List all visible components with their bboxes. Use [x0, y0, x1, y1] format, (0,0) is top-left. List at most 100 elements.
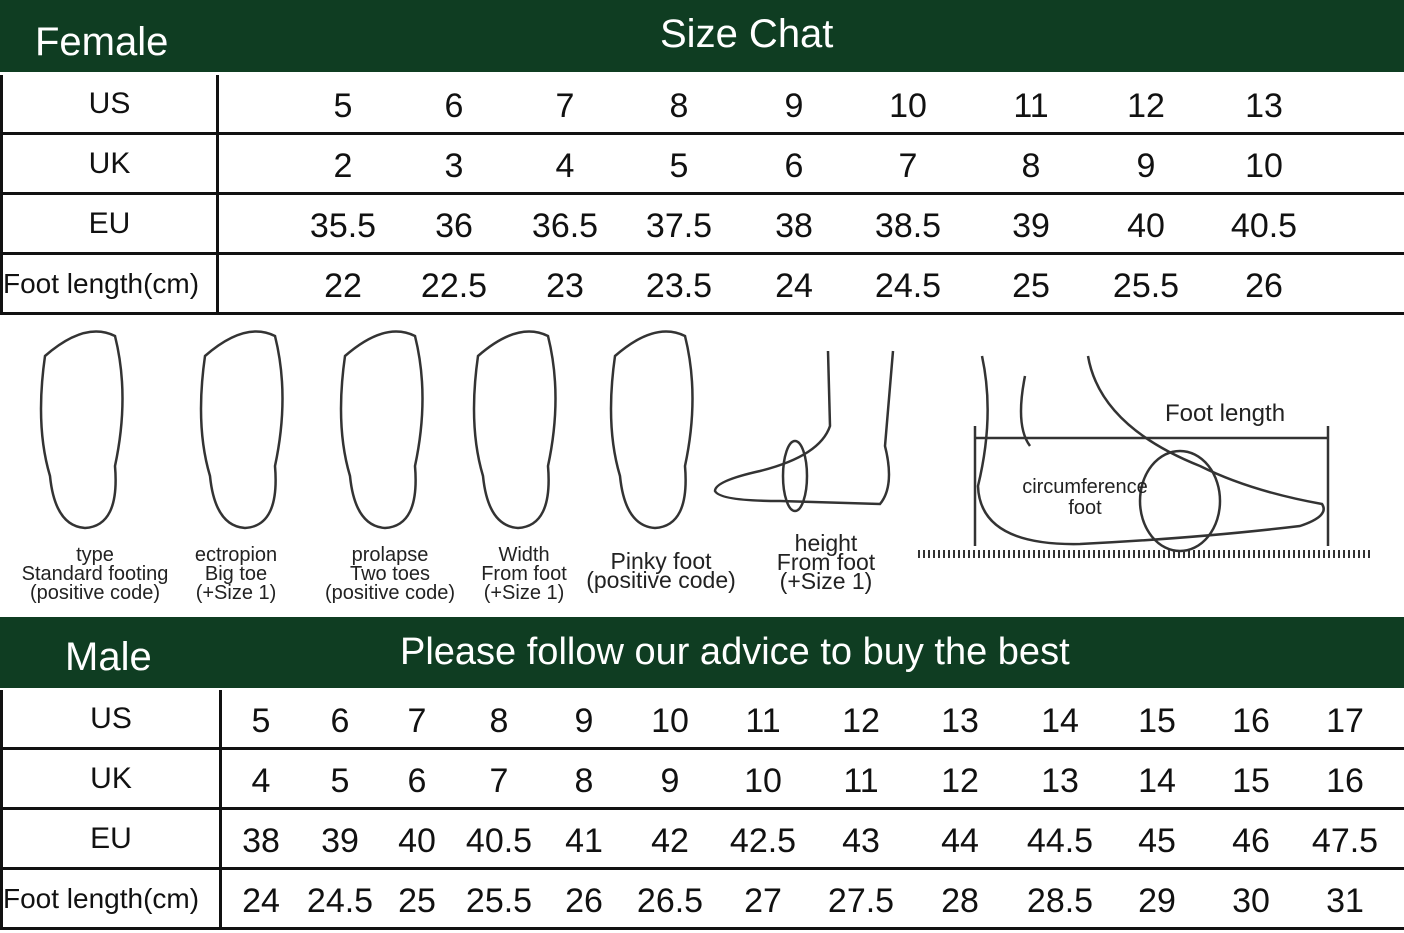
row-label: US [0, 690, 222, 747]
table-cell: 16 [1326, 762, 1364, 800]
table-cell: 25 [1012, 267, 1050, 305]
table-cell: 10 [651, 702, 689, 740]
foot-type-caption: Big toe [205, 563, 267, 585]
circumference-label: circumference [1022, 476, 1148, 498]
table-cell: 7 [555, 87, 575, 125]
table-cell: 40.5 [465, 822, 533, 860]
table-cell: 8 [574, 762, 594, 800]
foot-outline-icon [609, 330, 694, 530]
table-cell: 40 [1127, 207, 1165, 245]
foot-length-label: Foot length [1165, 400, 1285, 427]
foot-outline-icon [39, 330, 124, 530]
table-cell: 8 [669, 87, 689, 125]
foot-type-caption: (positive code) [30, 582, 160, 604]
table-cell: 22 [324, 267, 362, 305]
table-cell: 5 [333, 87, 353, 125]
table-cell: 5 [669, 147, 689, 185]
foot-type-caption: From foot [777, 549, 876, 575]
foot-length-diagram [918, 355, 1370, 558]
table-cell: 38.5 [874, 207, 942, 245]
table-cell: 29 [1138, 882, 1176, 920]
foot-type-caption: height [795, 530, 858, 556]
table-cell: 10 [1245, 147, 1283, 185]
table-cell: 11 [843, 762, 879, 800]
table-cell: 14 [1138, 762, 1176, 800]
table-cell: 40.5 [1230, 207, 1298, 245]
table-cell: 26 [565, 882, 603, 920]
table-cell: 5 [330, 762, 350, 800]
foot-outline-icon [339, 330, 424, 530]
table-cell: 38 [242, 822, 280, 860]
table-cell: 42 [651, 822, 689, 860]
table-cell: 12 [1127, 87, 1165, 125]
table-cell: 14 [1041, 702, 1079, 740]
table-cell: 25.5 [1112, 267, 1180, 305]
table-cell: 16 [1232, 702, 1270, 740]
table-cell: 25.5 [465, 882, 533, 920]
table-cell: 36 [435, 207, 473, 245]
table-cell: 6 [784, 147, 804, 185]
table-cell: 24.5 [306, 882, 374, 920]
table-cell: 13 [1041, 762, 1079, 800]
foot-type-caption: prolapse [352, 544, 429, 566]
table-row: Foot length(cm) 24 24.5 25 25.5 26 26.5 27 27.5 2… [0, 870, 1404, 930]
table-cell: 44.5 [1026, 822, 1094, 860]
foot-type-caption: Two toes [350, 563, 430, 585]
table-row: US 5 6 7 8 9 10 11 12 13 [0, 75, 1404, 135]
table-cell: 8 [1021, 147, 1041, 185]
foot-type-caption: ectropion [195, 544, 277, 566]
table-cell: 6 [444, 87, 464, 125]
table-cell: 38 [775, 207, 813, 245]
female-label: Female [35, 20, 169, 64]
table-cell: 24.5 [874, 267, 942, 305]
table-cell: 26 [1245, 267, 1283, 305]
table-cell: 5 [251, 702, 271, 740]
table-cell: 9 [784, 87, 804, 125]
table-cell: 17 [1326, 702, 1364, 740]
foot-side-height-icon [713, 350, 895, 513]
table-row: EU 38 39 40 40.5 41 42 42.5 43 44 44.5 45 46 47.5 [0, 810, 1404, 870]
row-label: Foot length(cm) [0, 870, 222, 927]
table-cell: 13 [1245, 87, 1283, 125]
table-cell: 40 [398, 822, 436, 860]
table-cell: 7 [407, 702, 427, 740]
table-cell: 28.5 [1026, 882, 1094, 920]
table-cell: 23.5 [645, 267, 713, 305]
table-cell: 39 [1012, 207, 1050, 245]
row-label: UK [0, 135, 219, 192]
foot-type-caption: type [76, 544, 114, 566]
table-cell: 47.5 [1311, 822, 1379, 860]
table-cell: 8 [489, 702, 509, 740]
table-cell: 42.5 [729, 822, 797, 860]
row-label: EU [0, 810, 222, 867]
foot-type-caption: Width [498, 544, 549, 566]
table-cell: 2 [333, 147, 353, 185]
table-cell: 44 [941, 822, 979, 860]
foot-outline-icon [199, 330, 284, 530]
table-cell: 45 [1138, 822, 1176, 860]
table-cell: 30 [1232, 882, 1270, 920]
table-cell: 12 [842, 702, 880, 740]
table-cell: 28 [941, 882, 979, 920]
table-row: Foot length(cm) 22 22.5 23 23.5 24 24.5 25 25.5 2… [0, 255, 1404, 315]
table-cell: 4 [251, 762, 271, 800]
foot-type-caption: (+Size 1) [196, 582, 277, 604]
female-header: Female Size Chat [0, 0, 1404, 72]
table-cell: 23 [546, 267, 584, 305]
table-cell: 9 [1136, 147, 1156, 185]
foot-type-caption: (+Size 1) [780, 568, 873, 594]
foot-type-caption: From foot [481, 563, 567, 585]
table-cell: 7 [489, 762, 509, 800]
table-cell: 25 [398, 882, 436, 920]
table-cell: 4 [555, 147, 575, 185]
table-row: EU 35.5 36 36.5 37.5 38 38.5 39 40 40.5 [0, 195, 1404, 255]
table-cell: 35.5 [309, 207, 377, 245]
row-label: EU [0, 195, 219, 252]
table-cell: 10 [744, 762, 782, 800]
table-cell: 24 [242, 882, 280, 920]
advice-title: Please follow our advice to buy the best [400, 631, 1070, 673]
chart-title: Size Chat [660, 12, 834, 56]
foot-outline-icon [472, 330, 557, 530]
